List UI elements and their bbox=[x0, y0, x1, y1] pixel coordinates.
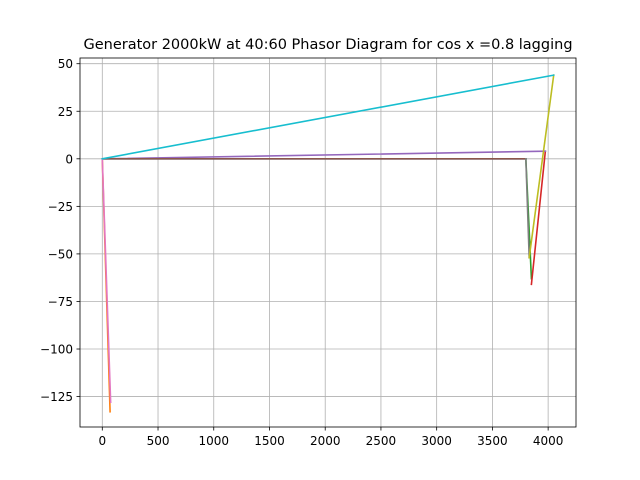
chart-title: Generator 2000kW at 40:60 Phasor Diagram… bbox=[83, 37, 572, 53]
x-tick-label: 1000 bbox=[198, 434, 229, 448]
x-tick-label: 2000 bbox=[310, 434, 341, 448]
phasor-line-7 bbox=[101, 157, 112, 404]
x-tick-label: 4000 bbox=[533, 434, 564, 448]
phasor-line-4 bbox=[530, 150, 547, 286]
y-axis: 50 25 0 −25 −50 −75 −100 −125 bbox=[40, 57, 80, 404]
phasor-line-5 bbox=[101, 150, 547, 160]
x-tick-label: 500 bbox=[147, 434, 170, 448]
x-tick-label: 2500 bbox=[366, 434, 397, 448]
x-tick-label: 0 bbox=[98, 434, 106, 448]
phasor-line-9 bbox=[528, 74, 555, 259]
x-axis: 0 500 1000 1500 2000 2500 3000 3500 4000 bbox=[98, 427, 563, 448]
phasor-line-8 bbox=[525, 157, 531, 259]
y-tick-label: −25 bbox=[48, 200, 73, 214]
series-layer bbox=[101, 74, 555, 413]
y-tick-label: −100 bbox=[40, 343, 73, 357]
y-tick-label: 0 bbox=[65, 152, 73, 166]
y-tick-label: 50 bbox=[58, 57, 73, 71]
x-tick-label: 3000 bbox=[421, 434, 452, 448]
x-tick-label: 1500 bbox=[254, 434, 285, 448]
grid bbox=[80, 58, 576, 427]
plot-frame bbox=[79, 57, 577, 428]
y-tick-label: −125 bbox=[40, 390, 73, 404]
x-tick-label: 3500 bbox=[477, 434, 508, 448]
phasor-line-10 bbox=[101, 74, 555, 160]
y-tick-label: −75 bbox=[48, 295, 73, 309]
y-tick-label: −50 bbox=[48, 247, 73, 261]
y-tick-label: 25 bbox=[58, 105, 73, 119]
